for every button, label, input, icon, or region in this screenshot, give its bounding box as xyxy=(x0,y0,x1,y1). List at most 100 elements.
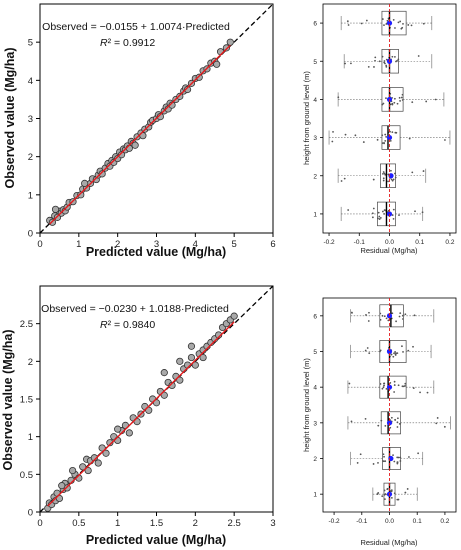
x-tick-label: 2.5 xyxy=(228,518,241,529)
y-axis-label: Observed value (Mg/ha) xyxy=(1,329,15,470)
residual-point xyxy=(382,386,385,389)
residual-point xyxy=(411,101,414,104)
residual-point xyxy=(381,142,384,145)
residual-point xyxy=(396,456,399,459)
residual-point xyxy=(392,454,394,457)
residual-point xyxy=(397,456,400,459)
y-tick-label: 6 xyxy=(313,21,317,28)
data-point xyxy=(94,459,102,467)
box xyxy=(379,340,407,363)
residual-point xyxy=(383,60,386,62)
r-squared-symbol: R xyxy=(100,319,108,331)
residual-point xyxy=(374,59,376,62)
residual-point xyxy=(337,96,340,99)
residual-point xyxy=(368,311,370,314)
residual-point xyxy=(377,217,379,220)
residual-point xyxy=(365,314,367,316)
residual-point xyxy=(434,98,437,101)
residual-point xyxy=(384,460,387,463)
residual-point xyxy=(397,58,400,61)
x-tick-label: 1 xyxy=(76,239,81,250)
residual-point xyxy=(346,20,349,23)
data-point xyxy=(51,205,60,213)
data-point xyxy=(125,429,133,437)
residual-point xyxy=(383,455,385,458)
residual-point xyxy=(401,314,404,317)
data-point xyxy=(114,436,122,445)
x-tick-label: 3 xyxy=(154,239,159,250)
residual-point xyxy=(425,100,428,103)
data-point xyxy=(106,439,114,447)
box xyxy=(381,10,407,36)
residual-point xyxy=(389,140,392,142)
y-tick-label: 2 xyxy=(313,173,317,180)
residual-point xyxy=(393,384,396,386)
residual-point xyxy=(384,140,387,142)
boxplot-panel-bottom: -0.2 -0.1 0.0 0.1 0.2 1 2 3 4 5 6 Residual (Mg/ha)… xyxy=(302,297,457,547)
box xyxy=(379,375,407,399)
residual-point xyxy=(390,496,393,499)
residual-point xyxy=(401,93,404,96)
x-tick-label: 2 xyxy=(193,518,198,529)
residual-point xyxy=(347,24,350,26)
residual-point xyxy=(383,142,385,144)
y-tick-label: 3 xyxy=(313,135,317,142)
residual-point xyxy=(390,353,393,356)
y-tick-label: 3 xyxy=(28,114,33,125)
residual-point xyxy=(394,418,397,421)
x-tick-label: -0.1 xyxy=(356,518,368,525)
residual-point xyxy=(377,424,380,427)
boxplot-panel-top: -0.2 -0.1 0.0 0.1 0.2 1 2 3 4 5 6 Residual (Mg/ha)… xyxy=(302,3,457,255)
residual-point xyxy=(391,312,394,315)
y-tick-label: 0 xyxy=(28,508,33,519)
box xyxy=(380,163,396,188)
residual-point xyxy=(393,101,396,104)
x-tick-label: 6 xyxy=(270,239,275,250)
plot-area-frame xyxy=(322,3,457,234)
residual-point xyxy=(372,463,375,465)
residual-point xyxy=(387,180,389,183)
y-axis-label: height from ground level (m) xyxy=(302,71,311,165)
residual-point xyxy=(385,64,388,67)
x-tick-label: 0.0 xyxy=(385,518,394,525)
residual-point xyxy=(350,62,352,65)
residual-point xyxy=(344,62,346,65)
residual-point xyxy=(384,498,386,500)
fit-line xyxy=(49,44,231,225)
x-tick-label: -0.1 xyxy=(354,239,366,246)
y-tick-label: 2 xyxy=(28,152,33,163)
residual-point xyxy=(344,133,347,136)
residual-point xyxy=(382,460,385,463)
regression-equation: Observed = −0.0155 + 1.0074·Predicted xyxy=(42,21,230,33)
residual-point xyxy=(387,319,390,322)
y-tick-label: 1 xyxy=(313,211,317,218)
residual-point xyxy=(366,347,369,349)
residual-point xyxy=(390,490,393,493)
data-point xyxy=(191,361,199,369)
data-point xyxy=(98,170,106,178)
residual-point xyxy=(372,207,375,210)
residual-point xyxy=(390,178,393,181)
residual-point xyxy=(382,453,385,456)
residual-point xyxy=(348,382,351,385)
residual-point xyxy=(385,65,388,68)
x-axis-label: Residual (Mg/ha) xyxy=(360,246,418,255)
x-tick-label: 5 xyxy=(232,239,237,250)
residual-point xyxy=(362,141,365,143)
residual-point xyxy=(391,103,394,106)
residual-point xyxy=(391,179,394,182)
y-tick-label: 1 xyxy=(28,190,33,201)
residual-point xyxy=(393,492,396,495)
x-tick-label: 0.2 xyxy=(445,239,454,246)
residual-point xyxy=(381,387,384,390)
residual-point xyxy=(393,391,396,393)
residual-point xyxy=(385,317,388,320)
residual-point xyxy=(382,177,385,180)
residual-point xyxy=(398,214,400,217)
residual-point xyxy=(379,216,382,219)
residual-point xyxy=(356,462,359,464)
y-tick-label: 1 xyxy=(313,492,317,499)
mean-marker xyxy=(386,20,393,26)
residual-point xyxy=(401,99,404,101)
y-tick-label: 5 xyxy=(313,349,317,356)
